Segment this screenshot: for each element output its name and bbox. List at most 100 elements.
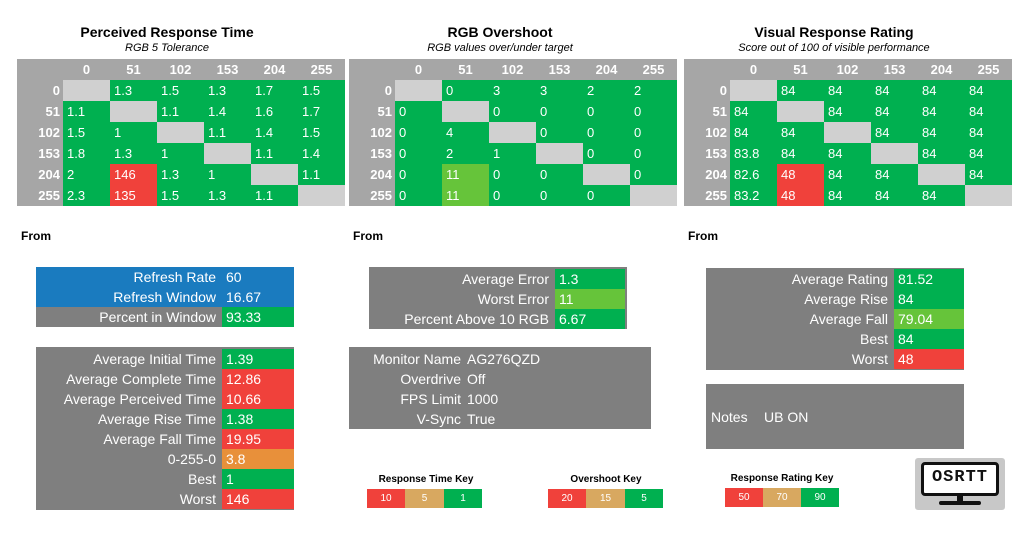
monitor-name-value: AG276QZD	[467, 351, 541, 367]
notes-label: Notes	[711, 409, 748, 425]
matrix-cell: 83.8	[730, 143, 777, 164]
diagonal-cell	[395, 80, 442, 101]
matrix-cell: 84	[824, 143, 871, 164]
diagonal-cell	[63, 80, 110, 101]
corner-cell	[17, 59, 63, 80]
average-perceived-time-label: Average Perceived Time	[63, 391, 216, 407]
matrix-cell: 1.3	[157, 164, 204, 185]
header-to-153: 153	[536, 59, 583, 80]
matrix-cell: 1.1	[157, 101, 204, 122]
matrix-cell: 1	[489, 143, 536, 164]
row-header-from-51: 51	[684, 101, 730, 122]
matrix-cell: 0	[395, 143, 442, 164]
row-header-from-153: 153	[349, 143, 395, 164]
matrix-cell: 1.6	[251, 101, 298, 122]
refresh-rate-value: 60	[226, 269, 242, 285]
average-complete-time-label: Average Complete Time	[66, 371, 216, 387]
average-rating-value: 81.52	[894, 269, 964, 289]
matrix-cell: 0	[583, 185, 630, 206]
refresh-window-value: 16.67	[226, 289, 262, 305]
row-header-from-255: 255	[349, 185, 395, 206]
matrix-cell: 84	[871, 164, 918, 185]
matrix-cell: 1	[157, 143, 204, 164]
matrix-cell: 84	[730, 122, 777, 143]
matrix-cell: 84	[965, 80, 1012, 101]
matrix-cell: 2	[442, 143, 489, 164]
matrix-cell: 0	[442, 80, 489, 101]
diagonal-cell	[489, 122, 536, 143]
row-header-from-102: 102	[17, 122, 63, 143]
matrix-cell: 1.4	[204, 101, 251, 122]
worst-rating-value: 48	[894, 349, 964, 369]
stat-row: Average Rise Time 1.38	[36, 409, 294, 429]
matrix-row: 51 1.1 1.1 1.4 1.6 1.7	[17, 101, 345, 122]
average-error-label: Average Error	[462, 271, 549, 287]
diagonal-cell	[251, 164, 298, 185]
worst-time-label: Worst	[179, 491, 216, 507]
overshoot-key-title: Overshoot Key	[570, 474, 642, 485]
matrix-cell: 84	[824, 80, 871, 101]
matrix-cell: 1.5	[298, 80, 345, 101]
matrix-cell: 135	[110, 185, 157, 206]
matrix-row: 102 0 4 0 0 0	[349, 122, 677, 143]
diagonal-cell	[918, 164, 965, 185]
matrix-cell: 0	[536, 164, 583, 185]
matrix-cell: 1.5	[157, 80, 204, 101]
response-time-title: Perceived Response Time	[80, 24, 254, 40]
rating-key-cell: 70	[763, 488, 801, 507]
row-header-from-51: 51	[17, 101, 63, 122]
refresh-window-row: Refresh Window 16.67	[36, 287, 294, 307]
matrix-cell: 0	[536, 122, 583, 143]
header-to-204: 204	[918, 59, 965, 80]
matrix-cell: 84	[918, 143, 965, 164]
worst-error-value: 11	[555, 289, 625, 309]
matrix-cell: 0	[630, 164, 677, 185]
matrix-cell: 84	[918, 122, 965, 143]
matrix-cell: 1	[110, 122, 157, 143]
worst-error-label: Worst Error	[477, 291, 549, 307]
matrix-cell: 84	[965, 101, 1012, 122]
matrix-cell: 0	[630, 143, 677, 164]
header-to-51: 51	[442, 59, 489, 80]
average-fall-time-label: Average Fall Time	[103, 431, 216, 447]
row-header-from-204: 204	[684, 164, 730, 185]
matrix-cell: 1.1	[251, 143, 298, 164]
average-perceived-time-value: 10.66	[222, 389, 294, 409]
matrix-row: 204 0 11 0 0 0	[349, 164, 677, 185]
monitor-info-box: Monitor Name AG276QZD Overdrive Off FPS …	[349, 347, 651, 429]
header-to-204: 204	[251, 59, 298, 80]
matrix-cell: 84	[730, 101, 777, 122]
header-to-255: 255	[965, 59, 1012, 80]
matrix-cell: 4	[442, 122, 489, 143]
stat-row: Average Rise 84	[706, 289, 964, 309]
monitor-icon-screen: OSRTT	[921, 462, 999, 496]
matrix-cell: 84	[777, 122, 824, 143]
matrix-row: 153 0 2 1 0 0	[349, 143, 677, 164]
worst-rating-label: Worst	[851, 351, 888, 367]
matrix-cell: 0	[395, 164, 442, 185]
matrix-cell: 1.3	[204, 80, 251, 101]
matrix-row: 153 83.8 84 84 84 84	[684, 143, 1012, 164]
refresh-stats-box: Refresh Rate 60 Refresh Window 16.67 Per…	[36, 267, 294, 327]
header-to-0: 0	[395, 59, 442, 80]
stat-row: Average Error 1.3	[369, 269, 627, 289]
matrix-cell: 2.3	[63, 185, 110, 206]
row-header-from-102: 102	[349, 122, 395, 143]
matrix-cell: 1.4	[251, 122, 298, 143]
diagonal-cell	[777, 101, 824, 122]
average-complete-time-value: 12.86	[222, 369, 294, 389]
matrix-cell: 0	[583, 143, 630, 164]
stat-row: Worst 146	[36, 489, 294, 509]
visual-rating-matrix: 0 51 102 153 204 255 0 84 84 84 84 84 51…	[684, 59, 1012, 206]
matrix-cell: 0	[583, 101, 630, 122]
matrix-cell: 1.5	[63, 122, 110, 143]
header-to-153: 153	[871, 59, 918, 80]
matrix-cell: 84	[965, 164, 1012, 185]
overshoot-title: RGB Overshoot	[447, 24, 553, 40]
rating-key-title: Response Rating Key	[730, 473, 834, 484]
info-row: V-Sync True	[349, 409, 651, 429]
header-to-51: 51	[110, 59, 157, 80]
matrix-cell: 1	[204, 164, 251, 185]
vsync-value: True	[467, 411, 496, 427]
from-label: From	[688, 229, 718, 243]
